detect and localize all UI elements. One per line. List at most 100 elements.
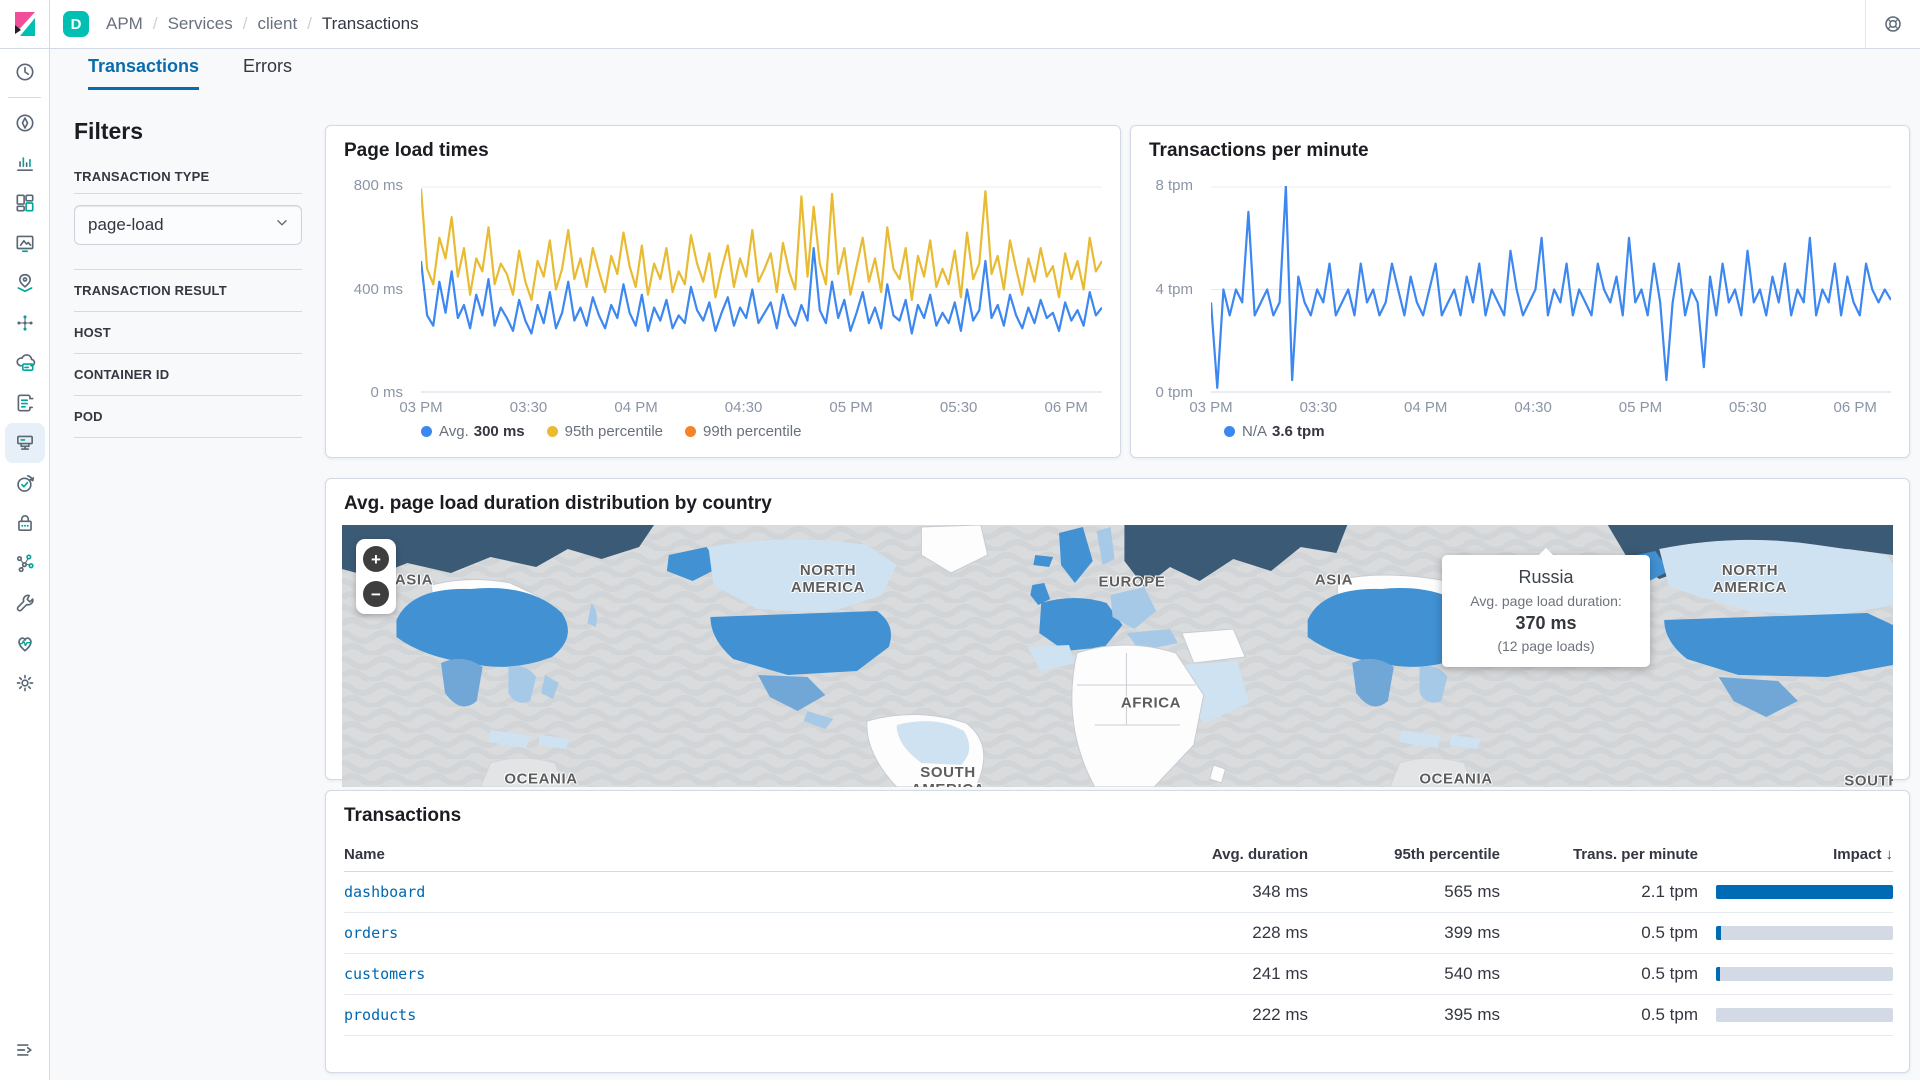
column-avg-duration[interactable]: Avg. duration — [1211, 845, 1308, 863]
y-axis-label: 0 tpm — [1155, 384, 1193, 401]
maps-icon — [17, 273, 32, 293]
graph-icon — [16, 554, 34, 573]
sidebar-item-fleet[interactable] — [5, 343, 45, 383]
tooltip-label: Avg. page load duration: — [1470, 593, 1622, 609]
p95-cell: 395 ms — [1444, 1005, 1500, 1024]
column-95th-percentile[interactable]: 95th percentile — [1394, 845, 1500, 863]
x-axis-label: 03:30 — [1299, 399, 1338, 416]
column-trans-per-minute[interactable]: Trans. per minute — [1572, 845, 1698, 863]
avg-duration-cell: 241 ms — [1252, 964, 1308, 983]
sidebar-item-dev-tools[interactable] — [5, 583, 45, 623]
sidebar-item-maps[interactable] — [5, 263, 45, 303]
page-load-map-panel: Avg. page load duration distribution by … — [325, 478, 1910, 787]
sidebar-item-apm[interactable] — [4, 423, 45, 463]
help-icon[interactable] — [1883, 14, 1903, 34]
avg-duration-cell: 228 ms — [1252, 923, 1308, 942]
x-axis-label: 03:30 — [509, 399, 548, 416]
tpm-cell: 0.5 tpm — [1641, 1005, 1698, 1024]
chart-title-page-load-times: Page load times — [344, 140, 489, 161]
avg-duration-cell: 222 ms — [1252, 1005, 1308, 1024]
transaction-result-label[interactable]: TRANSACTION RESULT — [74, 283, 227, 298]
x-axis-label: 04:30 — [724, 399, 763, 416]
x-axis-label: 04 PM — [1404, 399, 1448, 416]
legend-item[interactable]: Avg. 300 ms — [421, 423, 525, 440]
breadcrumb-apm[interactable]: APM — [106, 14, 143, 33]
zoom-out-button[interactable]: − — [363, 581, 389, 607]
legend-dot-icon — [1224, 426, 1235, 437]
series-line — [1211, 186, 1891, 388]
x-axis-label: 05 PM — [829, 399, 873, 416]
table-row: dashboard 348 ms 565 ms 2.1 tpm — [344, 872, 1893, 913]
dashboard-icon — [15, 194, 34, 212]
x-axis: 03 PM 03:30 04 PM 04:30 05 PM 05:30 06 PM — [399, 399, 1102, 419]
map-label-asia: ASIA — [394, 571, 434, 589]
top-bar: D APM / Services / client / Transactions — [0, 0, 1920, 49]
apm-icon — [16, 435, 33, 450]
map-tooltip: Russia Avg. page load duration: 370 ms (… — [1442, 547, 1650, 667]
breadcrumb-services[interactable]: Services — [167, 14, 233, 33]
sidebar-item-logs[interactable] — [5, 383, 45, 423]
world-map-canvas[interactable]: ASIA NORTH AMERICA EUROPE ASIA AFRICA NO… — [342, 525, 1893, 787]
transaction-link[interactable]: dashboard — [344, 883, 426, 901]
left-nav-rail — [0, 48, 50, 1080]
series-line — [421, 248, 1102, 333]
column-impact[interactable]: Impact ↓ — [1833, 845, 1894, 863]
legend-label: Avg. — [439, 423, 469, 440]
kibana-logo[interactable] — [0, 0, 50, 48]
tab-transactions[interactable]: Transactions — [88, 56, 200, 90]
table-body: dashboard 348 ms 565 ms 2.1 tpm orders 228 ms… — [344, 872, 1893, 1036]
sort-desc-icon: ↓ — [1885, 845, 1894, 863]
legend-label: 95th percentile — [564, 423, 664, 440]
legend-item[interactable]: 99th percentile — [685, 423, 801, 440]
sidebar-item-metrics[interactable] — [5, 623, 45, 663]
map-label-north-america: NORTH AMERICA — [790, 561, 866, 596]
sidebar-item-canvas[interactable] — [5, 223, 45, 263]
logs-icon — [17, 394, 34, 412]
sidebar-item-visualize[interactable] — [5, 143, 45, 183]
legend-value: 3.6 tpm — [1272, 423, 1325, 440]
plot-area — [421, 186, 1102, 393]
chevron-down-icon — [273, 214, 291, 237]
tpm-cell: 0.5 tpm — [1641, 964, 1698, 983]
p95-cell: 565 ms — [1444, 882, 1500, 901]
p95-cell: 399 ms — [1444, 923, 1500, 942]
transactions-per-minute-panel: Transactions per minute 8 tpm 4 tpm 0 tpm … — [1130, 125, 1910, 458]
uptime-icon — [16, 475, 34, 492]
sidebar-item-dashboard[interactable] — [5, 183, 45, 223]
tooltip-country: Russia — [1518, 567, 1574, 587]
legend-item[interactable]: 95th percentile — [546, 423, 664, 440]
sidebar-item-recently-viewed[interactable] — [5, 52, 45, 92]
legend-item[interactable]: N/A 3.6 tpm — [1224, 423, 1325, 440]
tab-errors[interactable]: Errors — [243, 56, 293, 76]
space-badge[interactable]: D — [63, 11, 89, 37]
host-label[interactable]: HOST — [74, 325, 111, 340]
pod-label[interactable]: POD — [74, 409, 103, 424]
zoom-in-button[interactable]: + — [363, 546, 389, 572]
map-label-south-america: SOUTH AMERICA — [911, 763, 985, 787]
sidebar-item-discover[interactable] — [5, 103, 45, 143]
sidebar-item-siem[interactable] — [5, 503, 45, 543]
container-id-label[interactable]: CONTAINER ID — [74, 367, 170, 382]
map-label-south: SOUTH — [1844, 772, 1893, 787]
transaction-type-select[interactable]: page-load — [74, 205, 302, 245]
sidebar-item-machine-learning[interactable] — [5, 303, 45, 343]
transaction-link[interactable]: orders — [344, 924, 399, 942]
sidebar-item-management[interactable] — [5, 663, 45, 703]
sidebar-item-uptime[interactable] — [5, 463, 45, 503]
breadcrumb-separator: / — [152, 14, 158, 33]
x-axis-label: 04 PM — [614, 399, 658, 416]
transaction-link[interactable]: products — [344, 1006, 417, 1024]
map-label-africa: AFRICA — [1120, 694, 1182, 712]
canvas-icon — [15, 235, 34, 253]
collapse-menu-icon[interactable] — [5, 1030, 45, 1070]
impact-bar — [1716, 1008, 1893, 1022]
legend-value: 300 ms — [473, 423, 525, 440]
transaction-link[interactable]: customers — [344, 965, 426, 983]
recently-viewed-icon — [15, 63, 34, 81]
visualize-icon — [16, 157, 33, 171]
x-axis-label: 04:30 — [1514, 399, 1552, 416]
sidebar-item-graph[interactable] — [5, 543, 45, 583]
column-name[interactable]: Name — [344, 845, 385, 863]
chart-legend: N/A 3.6 tpm — [1224, 423, 1347, 440]
breadcrumb-client[interactable]: client — [257, 14, 298, 33]
